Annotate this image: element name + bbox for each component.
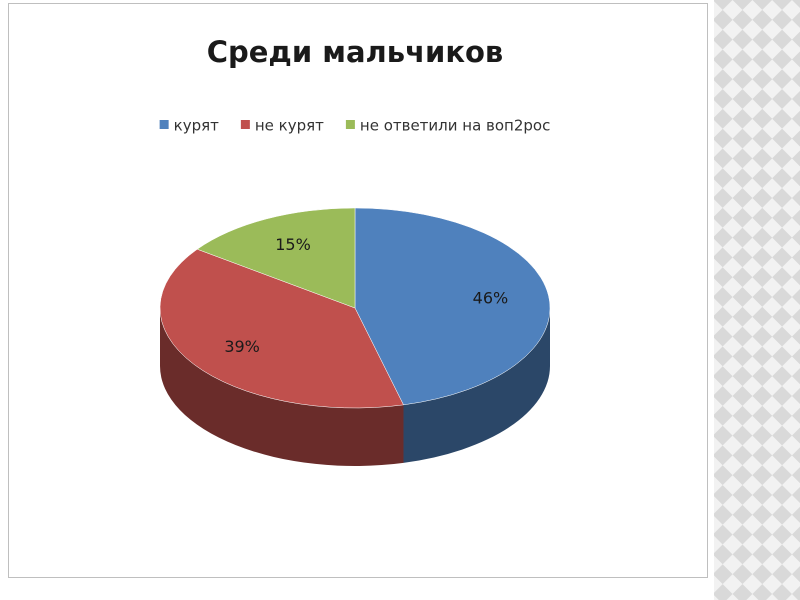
pie: 46% 39% 15% (159, 207, 551, 466)
legend-label: курят (174, 117, 219, 135)
legend: курят не курят не ответили на воп2рос (159, 117, 550, 135)
legend-label: не ответили на воп2рос (360, 117, 550, 135)
pie-slice (159, 248, 404, 409)
decor-pattern (714, 0, 800, 600)
legend-swatch (345, 120, 355, 129)
data-label: 46% (473, 289, 509, 308)
chart-title: Среди мальчиков (207, 35, 504, 69)
pie-slice (196, 207, 356, 309)
legend-swatch (240, 120, 250, 129)
pie-side (160, 308, 404, 466)
pie-side (403, 308, 550, 463)
data-label: 15% (275, 235, 311, 254)
pie-slice (354, 207, 551, 406)
legend-label: не курят (255, 117, 324, 135)
data-label: 39% (224, 337, 260, 356)
legend-swatch (159, 120, 169, 129)
